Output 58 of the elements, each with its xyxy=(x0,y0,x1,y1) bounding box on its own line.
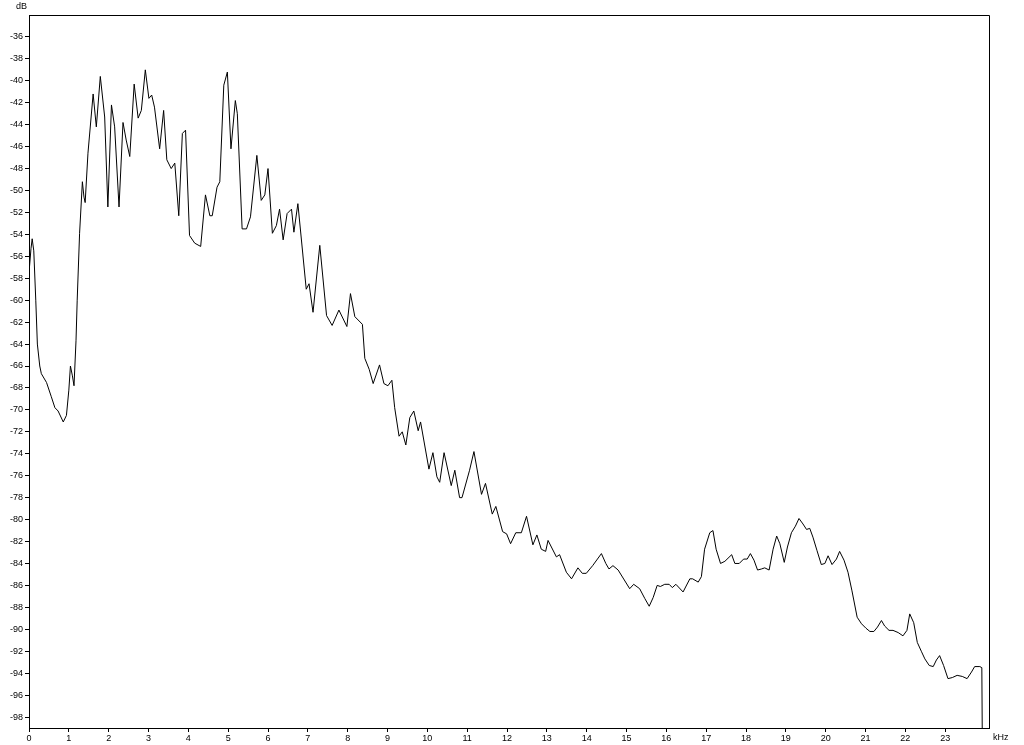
y-tick-label: -88 xyxy=(9,601,23,612)
y-tick-label: -96 xyxy=(9,689,23,700)
y-tick-label: -64 xyxy=(9,338,23,349)
x-tick-label: 15 xyxy=(621,732,632,743)
y-tick-label: -70 xyxy=(9,404,23,415)
x-tick-label: 2 xyxy=(106,732,112,743)
x-tick-label: 10 xyxy=(422,732,433,743)
x-tick-label: 19 xyxy=(780,732,791,743)
y-tick-label: -40 xyxy=(9,75,23,86)
y-tick-label: -62 xyxy=(9,316,23,327)
y-tick-label: -46 xyxy=(9,141,23,152)
y-tick-label: -92 xyxy=(9,645,23,656)
y-tick-label: -80 xyxy=(9,514,23,525)
x-tick-label: 9 xyxy=(385,732,391,743)
y-tick-label: -44 xyxy=(9,119,23,130)
y-axis-title: dB xyxy=(16,0,28,11)
x-tick-label: 6 xyxy=(265,732,271,743)
y-tick-label: -76 xyxy=(9,470,23,481)
y-tick-label: -74 xyxy=(9,448,23,459)
y-tick-label: -94 xyxy=(9,667,23,678)
y-tick-label: -50 xyxy=(9,184,23,195)
y-tick-label: -58 xyxy=(9,272,23,283)
y-tick-label: -38 xyxy=(9,53,23,64)
y-tick-label: -78 xyxy=(9,492,23,503)
y-tick-label: -52 xyxy=(9,206,23,217)
y-tick-label: -90 xyxy=(9,623,23,634)
y-tick-label: -60 xyxy=(9,294,23,305)
y-tick-label: -86 xyxy=(9,579,23,590)
y-tick-label: -48 xyxy=(9,163,23,174)
x-tick-label: 3 xyxy=(145,732,152,743)
y-tick-label: -56 xyxy=(9,250,23,261)
y-tick-label: -66 xyxy=(9,360,23,371)
x-tick-label: 0 xyxy=(26,732,32,743)
x-tick-label: 23 xyxy=(940,732,951,743)
y-tick-label: -68 xyxy=(9,382,23,393)
x-tick-label: 18 xyxy=(741,732,752,743)
x-tick-label: 4 xyxy=(185,732,191,743)
x-tick-label: 7 xyxy=(305,732,311,743)
y-tick-label: -42 xyxy=(9,97,23,108)
x-tick-label: 13 xyxy=(541,732,552,743)
y-tick-label: -84 xyxy=(9,557,23,568)
x-tick-label: 21 xyxy=(860,732,871,743)
y-tick-label: -36 xyxy=(9,31,23,42)
x-tick-label: 11 xyxy=(462,732,472,743)
x-tick-label: 8 xyxy=(345,732,351,743)
x-tick-label: 22 xyxy=(900,732,911,743)
x-tick-label: 1 xyxy=(66,732,72,743)
x-tick-label: 20 xyxy=(820,732,831,743)
y-tick-label: -54 xyxy=(9,228,23,239)
y-tick-label: -82 xyxy=(9,536,23,547)
y-tick-label: -72 xyxy=(9,426,23,437)
x-tick-label: 12 xyxy=(502,732,513,743)
y-tick-label: -98 xyxy=(9,711,23,722)
x-tick-label: 16 xyxy=(661,732,672,743)
x-tick-label: 17 xyxy=(701,732,712,743)
x-axis-title: kHz xyxy=(993,731,1009,742)
x-tick-label: 14 xyxy=(581,732,592,743)
x-tick-label: 5 xyxy=(225,732,231,743)
